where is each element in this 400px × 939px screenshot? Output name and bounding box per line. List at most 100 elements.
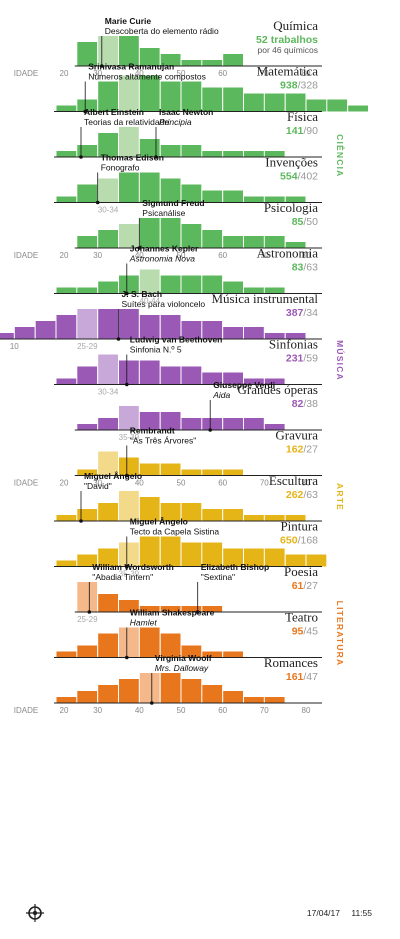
bar — [160, 275, 181, 294]
bar — [119, 172, 139, 203]
bar — [223, 509, 243, 521]
bar — [119, 309, 139, 339]
annotation-name: Giuseppe Verdi — [213, 380, 275, 390]
band-label: 40-44 — [140, 297, 161, 306]
annotation-dot — [125, 564, 129, 569]
bar — [181, 366, 202, 385]
bar — [264, 333, 285, 339]
annotation-dot — [208, 428, 212, 432]
tick-label: 70 — [260, 479, 269, 488]
bar — [98, 133, 118, 157]
bar — [160, 633, 181, 658]
bar — [98, 309, 118, 339]
bar — [181, 679, 202, 703]
tick-label: 60 — [218, 251, 227, 260]
annotation-name: Sigmund Freud — [142, 198, 204, 208]
bar — [181, 503, 202, 521]
category-count: 85/50 — [292, 216, 318, 228]
band-label: 35-39 — [119, 433, 140, 442]
tick-label: 80 — [302, 479, 311, 488]
axis-prefix: IDADE — [14, 251, 38, 260]
tick-label: 30 — [93, 706, 102, 715]
category-count: 61/27 — [292, 580, 318, 592]
annotation-name: Thomas Edison — [101, 153, 164, 163]
category-count: 262/63 — [286, 489, 318, 501]
bar — [181, 645, 202, 658]
bar — [223, 327, 243, 339]
bar — [98, 354, 118, 385]
bar — [264, 196, 285, 203]
tick-label: 40 — [135, 479, 144, 488]
annotation-dot — [83, 109, 87, 114]
bar — [139, 48, 160, 66]
tick-label: 30 — [93, 69, 102, 78]
bar — [119, 360, 139, 385]
bar — [160, 412, 181, 430]
annotation-work: "Sextina" — [201, 572, 235, 582]
bar — [264, 93, 285, 112]
category-count: 231/59 — [286, 353, 318, 365]
bar — [223, 691, 243, 703]
bar — [160, 673, 181, 703]
bar — [181, 469, 202, 476]
tick-label: 70 — [260, 251, 269, 260]
bar — [77, 509, 98, 521]
bar — [77, 424, 98, 430]
bar — [77, 42, 98, 66]
bar — [160, 54, 181, 66]
bar — [139, 673, 160, 703]
category-count: 938/328 — [280, 80, 318, 92]
bar — [160, 218, 181, 248]
bar — [119, 406, 139, 430]
annotation-name: Ludwig van Beethoven — [130, 335, 223, 345]
annotation-dot — [116, 337, 121, 341]
bar — [285, 554, 306, 567]
tick-label: 50 — [177, 251, 186, 260]
annotation-dot — [79, 155, 83, 159]
bar — [202, 60, 223, 66]
bar — [119, 542, 139, 567]
bar — [327, 99, 348, 112]
bar — [98, 178, 118, 203]
annotation-work: Teorias da relatividade — [84, 117, 169, 127]
bar — [139, 315, 160, 339]
bar — [285, 93, 306, 112]
bar — [98, 685, 118, 703]
bar — [77, 99, 98, 112]
bar — [77, 236, 98, 248]
category-name: Gravura — [275, 428, 318, 443]
annotation-work: Principia — [159, 117, 192, 127]
tick-label: 40 — [135, 706, 144, 715]
bar — [160, 145, 181, 157]
bar — [264, 287, 285, 294]
bar — [98, 548, 118, 567]
annotation-dot — [195, 610, 200, 614]
tick-label: 30 — [93, 251, 102, 260]
tick-label: 80 — [302, 706, 311, 715]
category-name: Invenções — [265, 155, 318, 170]
bar — [264, 515, 285, 521]
category-count: 141/90 — [286, 125, 318, 137]
tick-label: 40 — [135, 251, 144, 260]
category-name: Escultura — [269, 473, 318, 488]
bar — [77, 554, 98, 567]
category-subline: por 46 químicos — [258, 45, 318, 55]
bar — [285, 515, 306, 521]
bar — [139, 269, 160, 294]
axis-prefix: IDADE — [14, 69, 38, 78]
bar — [139, 463, 160, 476]
annotation-dot — [154, 155, 158, 159]
crosshair-icon[interactable] — [26, 904, 44, 922]
bar — [119, 275, 139, 294]
bar — [77, 287, 98, 294]
bar — [202, 509, 223, 521]
tick-label: 70 — [260, 69, 269, 78]
bar — [160, 536, 181, 567]
annotation-name: J. S. Bach — [122, 289, 163, 299]
bar — [56, 151, 77, 157]
annotation-name: Isaac Newton — [159, 107, 213, 117]
